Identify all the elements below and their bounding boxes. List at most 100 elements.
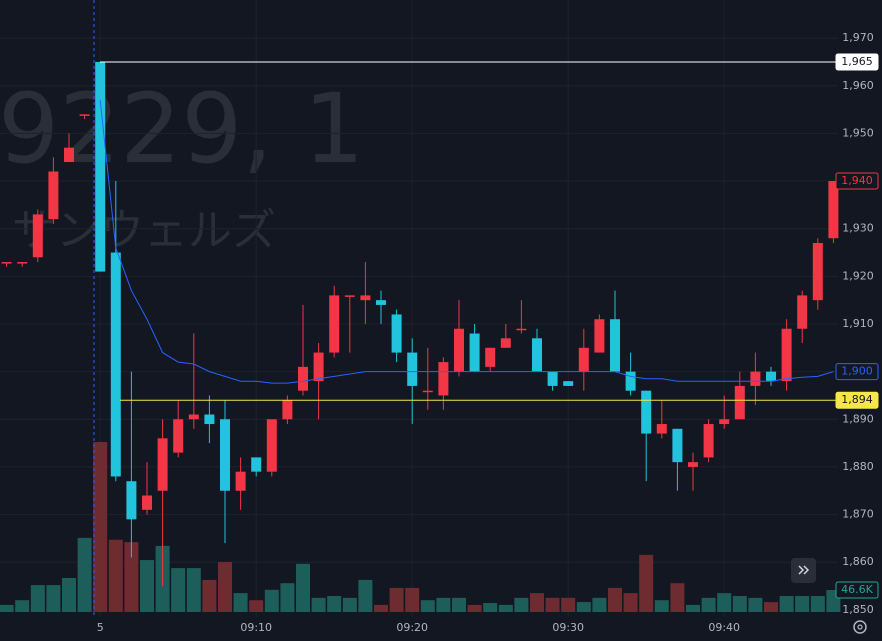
price-label: 1,940 bbox=[841, 174, 873, 187]
candle-body bbox=[220, 419, 230, 491]
volume-bar bbox=[280, 583, 295, 612]
candle-body bbox=[641, 390, 652, 434]
x-tick-label: 09:30 bbox=[552, 621, 584, 634]
candle-body bbox=[95, 61, 106, 272]
y-tick-label: 1,960 bbox=[842, 79, 874, 92]
volume-bar bbox=[327, 595, 342, 612]
candle-body bbox=[251, 457, 262, 472]
volume-bar bbox=[233, 593, 248, 612]
volume-bar bbox=[530, 593, 544, 612]
y-tick-label: 1,860 bbox=[842, 555, 874, 568]
volume-bar bbox=[30, 585, 45, 612]
candle-body bbox=[1, 262, 12, 264]
candle-body bbox=[422, 390, 433, 393]
candle-body bbox=[110, 252, 121, 477]
candle-body bbox=[407, 352, 418, 386]
candle-body bbox=[282, 400, 293, 420]
candle-body bbox=[454, 328, 464, 372]
volume-label: 46.6K bbox=[841, 583, 873, 596]
candle-body bbox=[235, 471, 246, 491]
candle-body bbox=[344, 295, 355, 297]
volume-label-box bbox=[835, 581, 879, 599]
x-tick-label: 09:20 bbox=[396, 621, 428, 634]
candle-body bbox=[32, 214, 43, 258]
candle-body bbox=[672, 428, 683, 463]
y-tick-label: 1,950 bbox=[842, 126, 874, 139]
volume-bar bbox=[779, 595, 794, 612]
volume-bar bbox=[514, 597, 529, 612]
volume-bar bbox=[218, 561, 232, 612]
volume-bar bbox=[46, 585, 61, 612]
candle-body bbox=[828, 181, 839, 239]
candle-body bbox=[438, 362, 449, 396]
candle-body bbox=[204, 414, 215, 425]
volume-bar bbox=[654, 600, 669, 612]
y-tick-label: 1,880 bbox=[842, 460, 874, 473]
y-tick-label: 1,890 bbox=[842, 412, 874, 425]
x-tick-label: 09:40 bbox=[708, 621, 740, 634]
y-tick-label: 1,920 bbox=[842, 269, 874, 282]
volume-bar bbox=[140, 560, 154, 612]
volume-bar bbox=[124, 542, 139, 612]
candle-body bbox=[469, 333, 480, 372]
volume-bar bbox=[62, 578, 76, 612]
volume-bar bbox=[623, 593, 638, 612]
volume-bar bbox=[732, 595, 747, 612]
y-tick-label: 1,930 bbox=[842, 222, 874, 235]
price-label: 1,894 bbox=[841, 393, 873, 406]
candle-body bbox=[313, 352, 324, 382]
x-tick-label: 5 bbox=[97, 621, 104, 634]
volume-bar bbox=[171, 568, 186, 612]
candle-body bbox=[532, 338, 542, 372]
candle-body bbox=[594, 319, 605, 353]
volume-bar bbox=[93, 442, 108, 612]
candle-body bbox=[500, 338, 511, 348]
volume-bar bbox=[249, 600, 264, 612]
price-label-box bbox=[835, 391, 879, 409]
volume-bar bbox=[795, 595, 810, 612]
y-tick-label: 1,850 bbox=[842, 603, 874, 616]
candle-body bbox=[625, 371, 636, 391]
volume-bar bbox=[420, 600, 435, 612]
volume-bar bbox=[639, 554, 654, 612]
volume-bar bbox=[686, 604, 700, 612]
candle-body bbox=[266, 419, 277, 472]
settings-button[interactable] bbox=[853, 620, 867, 634]
volume-bar bbox=[436, 597, 451, 612]
volume-bar bbox=[405, 587, 420, 612]
scroll-button[interactable] bbox=[791, 558, 816, 583]
y-tick-label: 1,910 bbox=[842, 317, 874, 330]
candle-body bbox=[516, 328, 527, 331]
candle-body bbox=[547, 371, 558, 386]
candle-body bbox=[142, 495, 152, 510]
volume-bar bbox=[592, 597, 607, 612]
y-tick-label: 1,870 bbox=[842, 508, 874, 521]
candle-body bbox=[563, 381, 574, 386]
candle-body bbox=[766, 371, 776, 382]
candle-body bbox=[578, 347, 589, 372]
volume-bar bbox=[77, 537, 92, 612]
price-label-box bbox=[835, 363, 879, 381]
vwap-line bbox=[99, 100, 834, 384]
watermark-symbol: 9229, 1 bbox=[0, 73, 364, 185]
candle-body bbox=[157, 438, 168, 491]
candle-body bbox=[688, 462, 698, 467]
volume-bar bbox=[561, 597, 576, 612]
volume-bar bbox=[358, 579, 373, 612]
volume-bar bbox=[498, 604, 513, 612]
candle-body bbox=[376, 300, 386, 305]
candle-body bbox=[734, 385, 745, 420]
volume-bar bbox=[670, 583, 685, 612]
volume-bar bbox=[202, 579, 217, 612]
candle-body bbox=[126, 481, 137, 520]
candle-body bbox=[64, 147, 74, 162]
y-tick-label: 1,970 bbox=[842, 31, 874, 44]
candle-body bbox=[610, 319, 620, 372]
volume-bar bbox=[545, 597, 560, 612]
candle-body bbox=[79, 114, 90, 116]
candle-body bbox=[750, 371, 761, 386]
candle-body bbox=[485, 347, 496, 367]
volume-bar bbox=[296, 563, 310, 612]
